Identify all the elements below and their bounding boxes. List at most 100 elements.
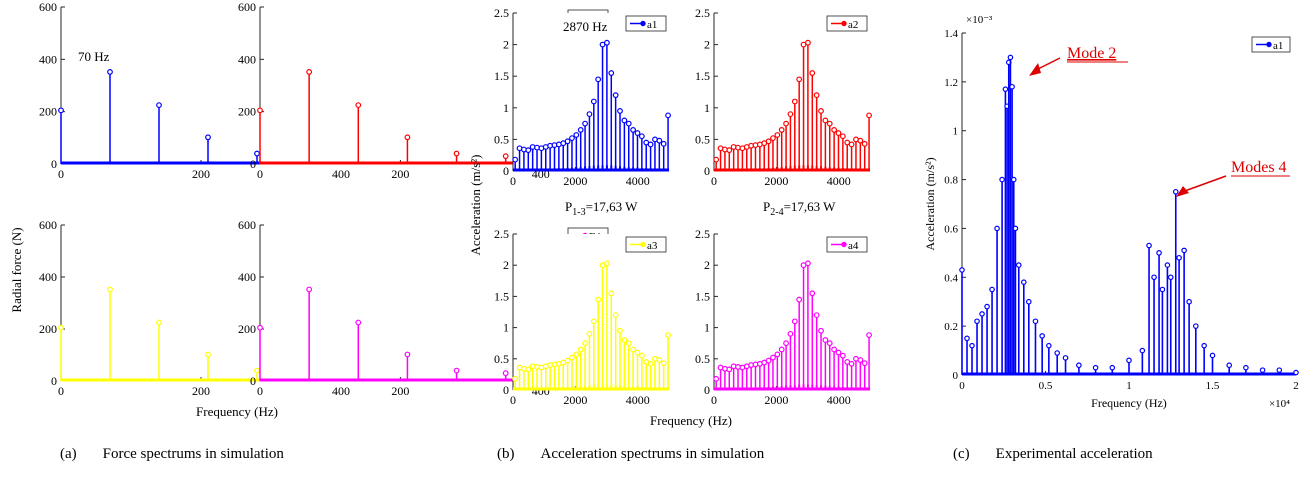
stem-marker xyxy=(765,138,772,145)
y-tick-label: 1.5 xyxy=(494,69,509,83)
stem-marker xyxy=(974,318,980,325)
stem-marker xyxy=(1172,188,1179,195)
stem-marker xyxy=(770,354,776,361)
stem-marker xyxy=(857,137,864,144)
stem-marker xyxy=(569,135,575,142)
y-tick-label: 400 xyxy=(238,270,256,284)
y-tick-label: 0 xyxy=(250,374,256,388)
stem-marker xyxy=(612,92,619,99)
stem-marker xyxy=(590,98,597,105)
y-tick-label: 400 xyxy=(39,270,57,284)
x-tick-label: 200 xyxy=(192,384,210,398)
b-power-right: P2-4=17,63 W xyxy=(763,199,836,218)
stem-marker xyxy=(107,68,113,75)
legend-label: a3 xyxy=(647,240,658,252)
stem-marker xyxy=(809,290,816,297)
stem-marker xyxy=(656,137,663,144)
chart-a3: 0 0.5 1 1.5 2 2.5 0 2000 4000 a3 xyxy=(494,227,671,407)
y-tick-label: 200 xyxy=(238,105,256,119)
stem-marker xyxy=(770,135,776,142)
stem-marker xyxy=(1032,318,1039,325)
stem-marker xyxy=(634,130,641,136)
x-tick-label: 4000 xyxy=(626,174,650,188)
y-tick-label: 0.4 xyxy=(944,272,958,284)
stem-marker xyxy=(586,111,593,118)
stem-marker xyxy=(608,70,615,76)
stem-marker xyxy=(999,176,1005,183)
stem-marker xyxy=(1167,274,1174,281)
stem-marker xyxy=(713,156,720,163)
stem-marker xyxy=(796,296,803,303)
stem-marker xyxy=(647,360,654,367)
stem-marker xyxy=(835,130,842,136)
stem-marker xyxy=(984,303,990,310)
x-tick-label: 0 xyxy=(58,384,64,398)
stem-marker xyxy=(564,357,571,364)
stem-marker xyxy=(595,296,602,303)
stem-marker xyxy=(1146,242,1152,249)
caption-c: (c) Experimental acceleration xyxy=(953,446,1153,462)
plot-area xyxy=(714,234,870,390)
stem-marker xyxy=(1164,262,1171,268)
stem-marker xyxy=(1139,347,1146,354)
stem-marker xyxy=(839,133,846,140)
stem-marker xyxy=(608,290,615,297)
x-tick-label: 2000 xyxy=(563,174,587,188)
y-tick-label: 0.5 xyxy=(695,132,710,146)
y-tick-label: 0 xyxy=(704,383,710,397)
stem-marker xyxy=(831,346,838,353)
stem-marker xyxy=(805,260,811,267)
legend-marker xyxy=(841,20,847,27)
b-power-left: P1-3=17,63 W xyxy=(565,199,638,218)
y-tick-label: 1 xyxy=(704,101,710,115)
y-tick-label: 0 xyxy=(250,157,256,171)
y-tick-label: 600 xyxy=(238,218,256,232)
stem-marker xyxy=(1276,367,1283,373)
stem-marker xyxy=(573,351,580,358)
stem-marker xyxy=(713,375,720,382)
a-peak-label: 70 Hz xyxy=(78,49,110,64)
y-tick-label: 1 xyxy=(503,321,509,335)
stem-marker xyxy=(1002,86,1009,92)
stem-marker xyxy=(1126,357,1132,364)
y-tick-label: 600 xyxy=(39,218,57,232)
stem-marker xyxy=(979,311,985,317)
x-tick-label: 2000 xyxy=(764,393,788,407)
stem-marker xyxy=(1054,350,1060,356)
y-tick-label: 0 xyxy=(704,164,710,178)
stem-marker xyxy=(665,332,671,338)
y-tick-label: 0 xyxy=(51,157,57,171)
x-tick-label: 0 xyxy=(510,174,516,188)
y-tick-label: 0.5 xyxy=(695,352,710,366)
legend-marker xyxy=(1266,41,1272,48)
y-tick-label: 0.5 xyxy=(494,352,509,366)
y-tick-label: 2 xyxy=(503,258,509,272)
legend-box xyxy=(826,236,868,253)
stem-marker xyxy=(1039,333,1045,339)
stem-marker xyxy=(1151,274,1157,281)
stem-marker xyxy=(502,153,509,160)
stem-marker xyxy=(866,332,872,338)
x-tick-label: 0 xyxy=(711,174,717,188)
legend-marker xyxy=(841,241,847,248)
x-tick-label: 200 xyxy=(192,167,210,181)
x-tick-label: 2 xyxy=(1293,380,1299,392)
y-tick-label: 1 xyxy=(704,321,710,335)
stem-marker xyxy=(791,98,798,105)
stem-marker xyxy=(969,342,975,349)
stem-marker xyxy=(989,286,995,293)
legend-label: a1 xyxy=(1273,40,1283,52)
chart-a1: 0 0.5 1 1.5 2 2.5 0 2000 4000 a1 xyxy=(494,6,671,188)
stem-marker xyxy=(58,107,64,114)
stem-marker xyxy=(1259,367,1266,373)
y-tick-label: 1 xyxy=(953,126,959,138)
stem-marker xyxy=(726,366,733,373)
stem-marker xyxy=(404,134,411,141)
stem-marker xyxy=(621,117,628,124)
stem-marker xyxy=(778,346,785,353)
stem-marker xyxy=(1193,323,1199,329)
stem-marker xyxy=(839,352,846,359)
stem-marker xyxy=(1156,250,1162,256)
stem-marker xyxy=(1209,352,1216,359)
